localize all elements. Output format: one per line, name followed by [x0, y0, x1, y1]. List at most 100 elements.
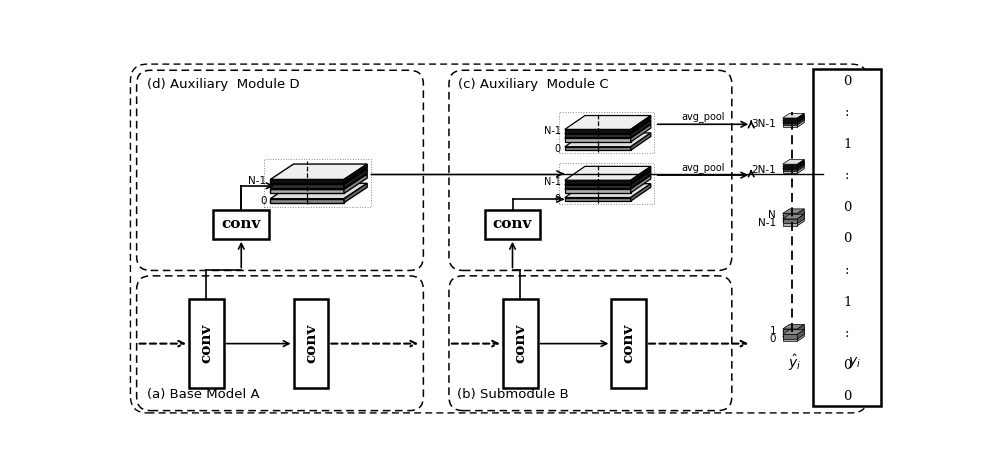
Text: 0: 0 [260, 196, 266, 206]
FancyBboxPatch shape [611, 299, 646, 388]
Polygon shape [565, 189, 631, 193]
Polygon shape [565, 133, 651, 147]
Text: 1: 1 [769, 326, 776, 336]
Polygon shape [631, 125, 651, 142]
Text: conv: conv [199, 324, 213, 363]
Polygon shape [565, 147, 631, 150]
Polygon shape [797, 113, 804, 123]
FancyBboxPatch shape [294, 299, 328, 388]
Polygon shape [783, 166, 797, 171]
Polygon shape [783, 118, 797, 123]
Polygon shape [797, 327, 804, 336]
Text: conv: conv [513, 324, 527, 363]
FancyBboxPatch shape [813, 69, 881, 406]
Polygon shape [783, 214, 804, 219]
Polygon shape [565, 138, 631, 142]
Polygon shape [783, 169, 797, 173]
Polygon shape [797, 332, 804, 341]
Polygon shape [783, 327, 804, 331]
Text: 1: 1 [843, 296, 851, 308]
Text: 0: 0 [843, 232, 851, 245]
Polygon shape [783, 160, 804, 164]
Text: :: : [845, 106, 850, 119]
Polygon shape [783, 162, 804, 166]
Polygon shape [270, 164, 367, 180]
FancyBboxPatch shape [213, 210, 269, 239]
Text: 0: 0 [843, 201, 851, 214]
Polygon shape [783, 217, 804, 221]
Polygon shape [797, 211, 804, 220]
Polygon shape [565, 171, 651, 185]
Polygon shape [783, 118, 804, 123]
Text: conv: conv [622, 324, 636, 363]
Polygon shape [270, 189, 344, 194]
Text: :: : [845, 327, 850, 340]
Polygon shape [783, 221, 797, 226]
Text: 3N-1: 3N-1 [751, 119, 776, 129]
FancyBboxPatch shape [503, 299, 538, 388]
Polygon shape [783, 164, 804, 169]
Text: 0: 0 [843, 75, 851, 87]
Text: :: : [845, 169, 850, 182]
Polygon shape [565, 134, 631, 138]
Polygon shape [783, 120, 797, 125]
Text: avg_pool: avg_pool [681, 162, 725, 173]
Polygon shape [565, 175, 651, 189]
Polygon shape [783, 334, 797, 339]
Polygon shape [783, 213, 797, 218]
Text: $\hat{y}_i$: $\hat{y}_i$ [788, 353, 801, 373]
Polygon shape [565, 116, 651, 129]
Polygon shape [783, 329, 797, 334]
Polygon shape [783, 209, 804, 213]
Polygon shape [631, 133, 651, 150]
Polygon shape [797, 324, 804, 334]
Polygon shape [565, 166, 651, 180]
Polygon shape [565, 184, 651, 197]
Polygon shape [631, 120, 651, 138]
Polygon shape [797, 160, 804, 169]
Polygon shape [797, 330, 804, 339]
Polygon shape [783, 331, 797, 336]
Text: N-1: N-1 [758, 219, 776, 228]
Polygon shape [797, 118, 804, 127]
Polygon shape [783, 116, 804, 120]
Text: 0: 0 [555, 195, 561, 204]
Polygon shape [783, 219, 797, 224]
Polygon shape [783, 330, 804, 334]
Polygon shape [565, 180, 631, 184]
Polygon shape [565, 185, 631, 188]
Polygon shape [270, 169, 367, 184]
Polygon shape [270, 174, 367, 189]
Text: 2N-1: 2N-1 [751, 165, 776, 175]
Text: 0: 0 [555, 143, 561, 154]
Polygon shape [783, 211, 804, 216]
Polygon shape [797, 164, 804, 173]
Text: (c) Auxiliary  Module C: (c) Auxiliary Module C [458, 78, 609, 91]
Polygon shape [783, 324, 804, 329]
Text: N-1: N-1 [544, 177, 561, 187]
Text: conv: conv [493, 217, 532, 231]
Polygon shape [631, 175, 651, 193]
Polygon shape [797, 214, 804, 224]
Polygon shape [631, 166, 651, 184]
Text: 0: 0 [843, 390, 851, 403]
Text: 0: 0 [770, 334, 776, 344]
Text: avg_pool: avg_pool [681, 111, 725, 122]
Text: conv: conv [222, 217, 261, 231]
Polygon shape [344, 169, 367, 188]
Polygon shape [565, 197, 631, 201]
Polygon shape [797, 217, 804, 226]
Polygon shape [631, 171, 651, 188]
Polygon shape [270, 183, 367, 199]
Polygon shape [270, 180, 344, 183]
Polygon shape [270, 199, 344, 203]
Polygon shape [783, 113, 804, 118]
Polygon shape [783, 216, 797, 220]
Text: N: N [768, 210, 776, 220]
Polygon shape [270, 184, 344, 188]
Polygon shape [783, 337, 797, 341]
Text: 0: 0 [843, 359, 851, 372]
Polygon shape [565, 120, 651, 134]
Polygon shape [631, 116, 651, 133]
Text: :: : [845, 264, 850, 277]
